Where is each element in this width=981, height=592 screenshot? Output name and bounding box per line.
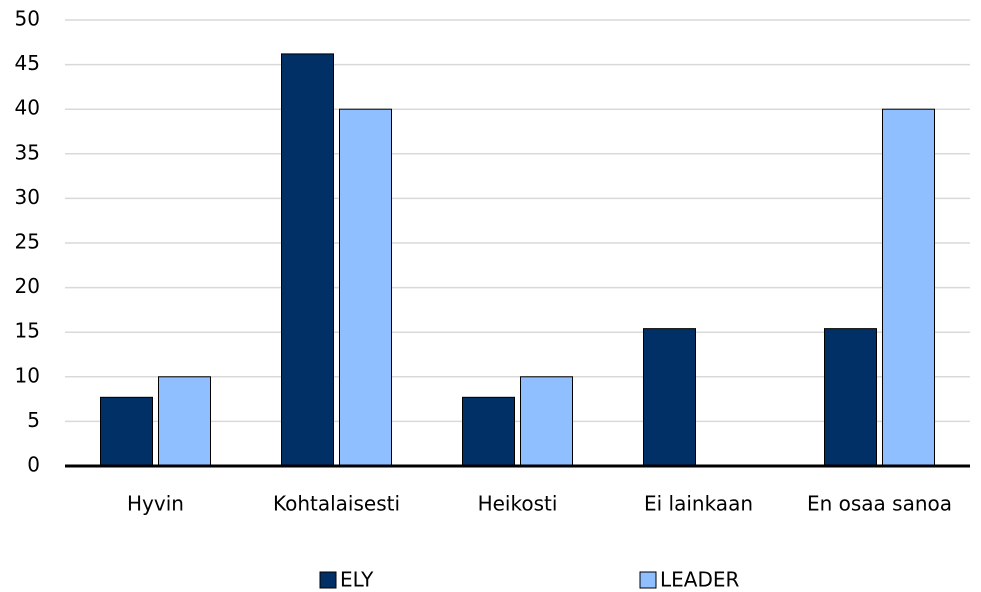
- bar: [462, 396, 515, 467]
- bar: [882, 108, 935, 467]
- bar: [520, 376, 573, 467]
- bar: [643, 328, 696, 467]
- x-tick-label: Hyvin: [127, 492, 184, 516]
- bar: [158, 376, 211, 467]
- y-tick-label: 35: [15, 140, 40, 164]
- y-tick-label: 5: [27, 408, 40, 432]
- y-tick-label: 45: [15, 51, 40, 75]
- legend-swatch: [319, 571, 337, 589]
- y-tick-label: 40: [15, 96, 40, 120]
- bar: [339, 108, 392, 467]
- bar: [281, 53, 334, 467]
- x-tick-label: Heikosti: [478, 492, 558, 516]
- legend-label: LEADER: [660, 568, 739, 592]
- bar: [824, 328, 877, 467]
- legend-swatch: [639, 571, 657, 589]
- y-tick-label: 0: [27, 453, 40, 477]
- bar: [100, 396, 153, 467]
- y-tick-label: 10: [15, 363, 40, 387]
- y-tick-label: 25: [15, 230, 40, 254]
- y-tick-label: 50: [15, 7, 40, 31]
- x-tick-label: Ei lainkaan: [644, 492, 753, 516]
- x-tick-label: Kohtalaisesti: [273, 492, 400, 516]
- y-tick-label: 15: [15, 319, 40, 343]
- y-tick-label: 30: [15, 185, 40, 209]
- y-tick-label: 20: [15, 274, 40, 298]
- legend-label: ELY: [340, 568, 374, 592]
- x-tick-label: En osaa sanoa: [807, 492, 952, 516]
